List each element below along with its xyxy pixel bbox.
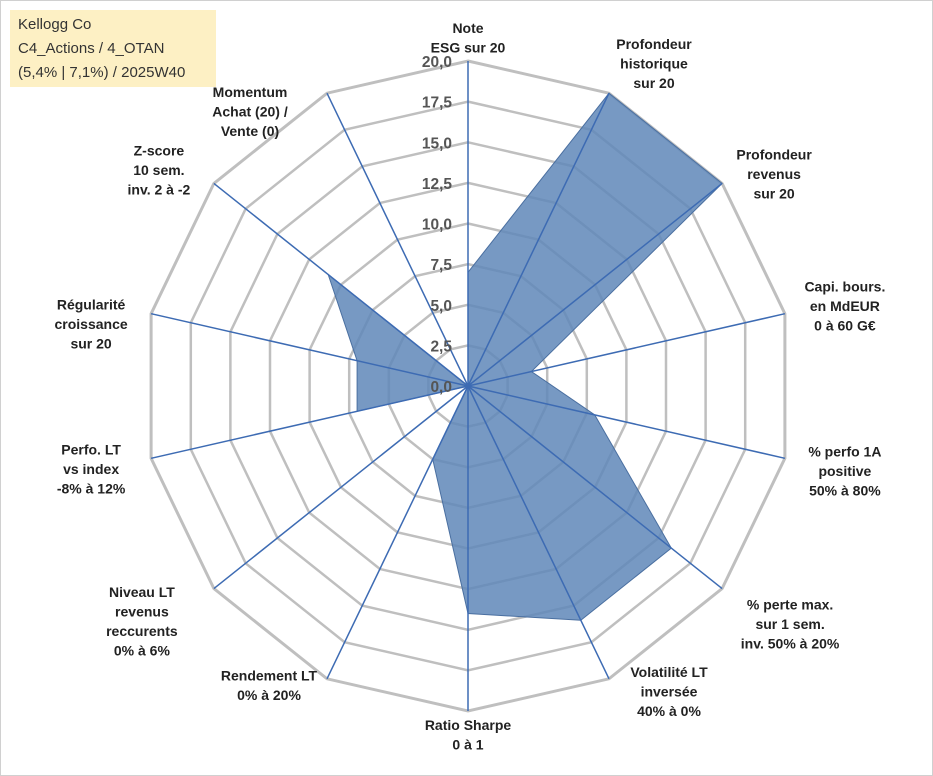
tick-label-0: 0,0: [430, 379, 452, 396]
axis-label-12: Z-score 10 sem. inv. 2 à -2: [128, 142, 191, 197]
tick-label-3: 7,5: [430, 257, 452, 274]
axis-label-5: % perte max. sur 1 sem. inv. 50% à 20%: [741, 597, 840, 652]
axis-label-13: Momentum Achat (20) / Vente (0): [212, 84, 288, 139]
tick-label-6: 15,0: [422, 135, 452, 152]
axis-spoke-12: [213, 182, 469, 387]
tick-label-1: 2,5: [430, 338, 452, 355]
axis-spoke-3: [467, 312, 786, 387]
axis-spoke-1: [467, 92, 610, 387]
axis-spoke-13: [326, 92, 469, 387]
axis-label-6: Volatilité LT inversée 40% à 0%: [630, 664, 708, 719]
tick-label-8: 20,0: [422, 54, 452, 71]
axis-spoke-6: [467, 385, 610, 680]
tick-label-7: 17,5: [422, 95, 453, 112]
axis-spoke-9: [213, 385, 469, 590]
tick-label-5: 12,5: [422, 176, 453, 193]
axis-spoke-2: [467, 182, 723, 387]
axis-label-8: Rendement LT 0% à 20%: [221, 668, 318, 704]
axis-spoke-5: [467, 385, 723, 590]
tick-label-2: 5,0: [430, 298, 452, 315]
axis-spoke-11: [150, 312, 469, 387]
title-stats: (5,4% | 7,1%) / 2025W40: [18, 64, 186, 81]
axis-label-7: Ratio Sharpe 0 à 1: [425, 717, 512, 753]
axis-label-1: Profondeur historique sur 20: [616, 36, 692, 91]
axis-label-10: Perfo. LT vs index -8% à 12%: [57, 441, 126, 496]
axis-label-9: Niveau LT revenus reccurents 0% à 6%: [106, 584, 178, 659]
axis-spoke-10: [150, 385, 469, 460]
axis-label-11: Régularité croissance sur 20: [55, 297, 128, 352]
title-box: Kellogg Co C4_Actions / 4_OTAN (5,4% | 7…: [10, 10, 216, 87]
tick-label-4: 10,0: [422, 217, 452, 234]
axis-label-3: Capi. bours. en MdEUR 0 à 60 G€: [804, 279, 885, 334]
title-portfolio: C4_Actions / 4_OTAN: [18, 40, 165, 57]
axis-spoke-4: [467, 385, 786, 460]
axis-label-0: Note ESG sur 20: [431, 20, 506, 56]
axis-label-2: Profondeur revenus sur 20: [736, 146, 812, 201]
title-company: Kellogg Co: [18, 16, 92, 33]
axis-spoke-8: [326, 385, 469, 680]
axis-label-4: % perfo 1A positive 50% à 80%: [808, 443, 881, 498]
